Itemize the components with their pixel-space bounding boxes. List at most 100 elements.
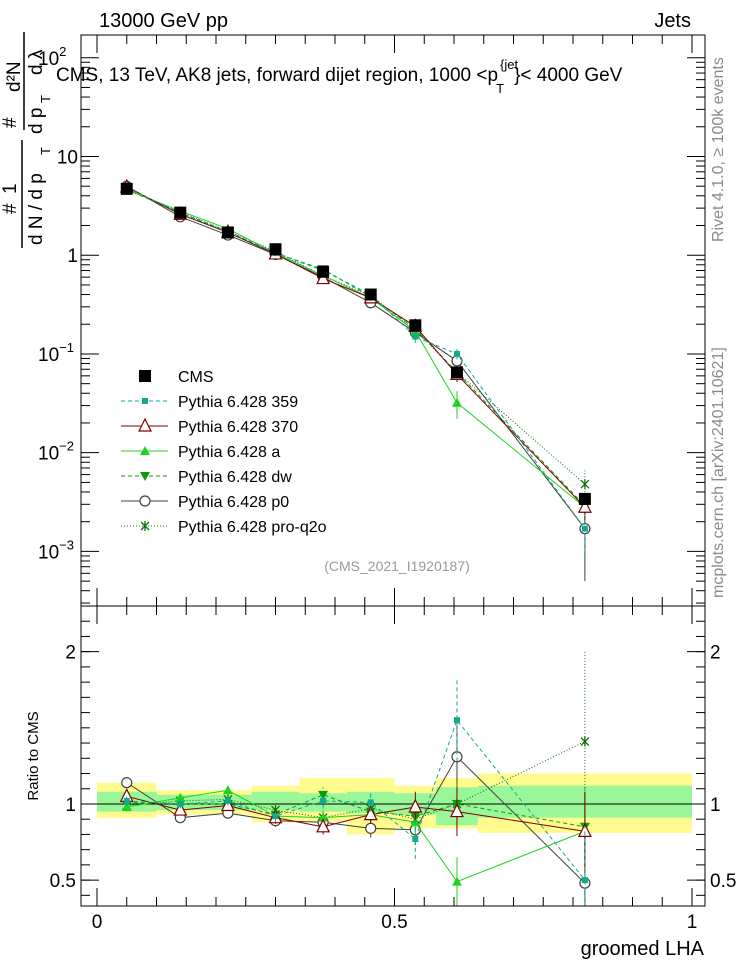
- legend-marker: [139, 495, 151, 507]
- marker-cms: [578, 492, 591, 505]
- series-line-pq2o: [126, 188, 586, 485]
- legend-label: CMS: [178, 369, 214, 386]
- marker-pp0: [121, 777, 133, 789]
- marker-cms: [317, 265, 330, 278]
- ylabel-hash: #: [0, 203, 21, 214]
- marker-pa: [318, 812, 329, 822]
- ratio-ylabel: Ratio to CMS: [25, 711, 42, 800]
- marker-cms: [364, 288, 377, 301]
- legend-entry-pp0: Pythia 6.428 p0: [121, 494, 289, 511]
- marker-p370: [173, 801, 188, 816]
- legend-marker: [142, 398, 148, 404]
- marker-cms: [450, 366, 463, 379]
- ratio-ytick-label-right: 1: [710, 795, 721, 816]
- ratio-ytick-label-right: 2: [710, 643, 721, 664]
- main-axes: 102 10 1 10−1 10−2 10−3: [38, 35, 705, 606]
- header-left: 13000 GeV pp: [99, 10, 228, 32]
- legend-marker: [140, 521, 150, 531]
- series-line-pdw: [126, 794, 585, 828]
- watermark: (CMS_2021_I1920187): [324, 558, 470, 574]
- marker-pq2o: [580, 479, 590, 490]
- ratio-ytick-label: 1: [65, 795, 76, 816]
- marker-cms: [221, 226, 234, 239]
- ylabel-one: 1: [0, 183, 21, 194]
- ylabel-hash2: #: [0, 117, 21, 128]
- marker-p359: [453, 717, 460, 724]
- legend-entry-pa: Pythia 6.428 a: [121, 444, 280, 461]
- marker-pa: [175, 792, 186, 802]
- marker-cms: [409, 319, 422, 332]
- marker-p359: [224, 797, 231, 804]
- ratio-xtick-label: 0.5: [381, 912, 407, 933]
- legend-label: Pythia 6.428 359: [178, 394, 298, 411]
- legend-marker: [138, 417, 152, 432]
- ratio-bands: [81, 773, 705, 835]
- main-ytick-label: 10−2: [38, 439, 74, 465]
- marker-pp0: [365, 822, 377, 834]
- legend-entry-pdw: Pythia 6.428 dw: [121, 469, 292, 486]
- legend-marker: [140, 472, 150, 481]
- ratio-xtick-label: 0: [92, 912, 103, 933]
- marker-p359: [123, 797, 130, 804]
- marker-p370: [577, 823, 592, 837]
- plot-title-tail: }< 4000 GeV: [514, 65, 623, 86]
- main-ytick-label: 1: [67, 246, 78, 267]
- ratio-ytick-label: 2: [65, 643, 76, 664]
- rivet-label: Rivet 4.1.0, ≥ 100k events: [710, 57, 727, 242]
- ratio-series-layer: [119, 650, 592, 906]
- ylabel-t1: T: [38, 147, 53, 155]
- marker-p370: [577, 498, 592, 513]
- legend-marker: [140, 446, 150, 455]
- plot-title-sub: T: [496, 81, 504, 96]
- marker-pa: [222, 785, 233, 795]
- main-frame: [80, 34, 706, 607]
- ratio-ytick-label-right: 0.5: [710, 871, 736, 892]
- marker-p370: [450, 803, 464, 818]
- marker-p359: [453, 350, 460, 357]
- plot-title-sup: {jet: [500, 57, 518, 72]
- legend: CMS Pythia 6.428 359 Pythia 6.428 370 Pythi…: [121, 369, 327, 536]
- legend-label: Pythia 6.428 a: [178, 444, 280, 461]
- marker-p359: [581, 877, 588, 884]
- ylabel-dpt: d p: [26, 108, 47, 134]
- marker-p370: [363, 806, 378, 821]
- ratio-axes: 0.5 0.5 1 1 2 2 0 0.5 1: [50, 606, 736, 933]
- legend-entry-p370: Pythia 6.428 370: [121, 417, 298, 436]
- marker-pa: [121, 802, 132, 812]
- marker-pq2o: [580, 736, 590, 747]
- ylabel-d2n: d²N: [4, 61, 25, 92]
- header-right: Jets: [654, 10, 691, 32]
- ylabel-t2: T: [38, 95, 53, 103]
- legend-label: Pythia 6.428 370: [178, 419, 298, 436]
- series-p359: [123, 679, 588, 906]
- marker-p359: [272, 813, 279, 820]
- marker-cms: [269, 243, 282, 256]
- legend-label: Pythia 6.428 dw: [178, 469, 292, 486]
- series-cms: [120, 182, 591, 505]
- marker-p359: [177, 800, 184, 807]
- main-ytick-label: 10−3: [38, 537, 74, 563]
- marker-p359: [581, 525, 588, 532]
- ratio-ytick-label: 0.5: [50, 871, 76, 892]
- marker-p370: [316, 818, 331, 833]
- ylabel-dl: d λ: [26, 49, 47, 75]
- ylabel-dn: d N / d p: [26, 173, 47, 245]
- main-ylabel: # 1 d N / d p T # d²N d p T d λ: [0, 32, 53, 248]
- marker-pa: [451, 876, 462, 886]
- ratio-xlabel: groomed LHA: [581, 938, 705, 960]
- mcplots-label: mcplots.cern.ch [arXiv:2401.10621]: [710, 347, 727, 598]
- legend-entry-p359: Pythia 6.428 359: [121, 394, 298, 411]
- marker-p370: [408, 798, 423, 813]
- marker-cms: [174, 206, 187, 219]
- marker-p359: [412, 333, 419, 340]
- legend-entry-pq2o: Pythia 6.428 pro-q2o: [121, 519, 327, 536]
- legend-label: Pythia 6.428 pro-q2o: [178, 519, 327, 536]
- marker-pa: [451, 397, 462, 407]
- main-series-layer: [119, 178, 592, 582]
- marker-p359: [412, 835, 419, 842]
- legend-entry-cms: CMS: [139, 369, 214, 386]
- plot-title-main: CMS, 13 TeV, AK8 jets, forward dijet reg…: [56, 65, 498, 86]
- legend-marker: [139, 370, 151, 382]
- ratio-frame: [80, 605, 706, 907]
